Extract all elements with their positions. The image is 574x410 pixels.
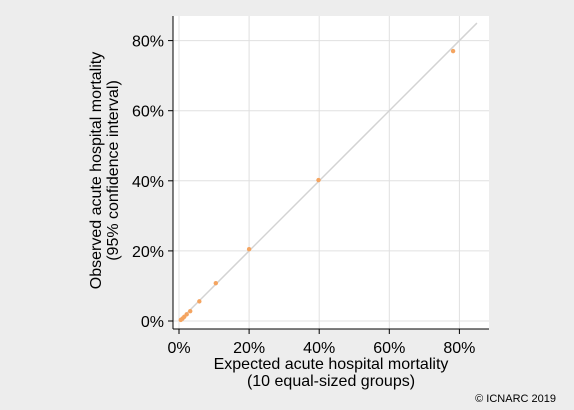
x-tick-label: 40%: [303, 340, 335, 357]
reference-line: [178, 22, 478, 322]
x-axis-ticks: 0% 20% 40% 60% 80%: [167, 329, 475, 357]
x-axis-title: Expected acute hospital mortality (10 equ…: [214, 356, 449, 390]
y-axis-title-line: Observed acute hospital mortality: [88, 52, 105, 289]
y-tick-label: 60%: [132, 104, 164, 121]
x-axis-title-line: Expected acute hospital mortality: [214, 356, 449, 373]
x-tick-label: 60%: [373, 340, 405, 357]
data-point: [184, 312, 189, 317]
data-point: [188, 308, 193, 314]
y-tick-label: 0%: [141, 314, 164, 331]
data-points: [178, 48, 456, 323]
y-tick-label: 20%: [132, 244, 164, 261]
y-axis-title: Observed acute hospital mortality(95% co…: [88, 52, 122, 289]
data-point: [316, 177, 321, 183]
data-point: [213, 280, 219, 286]
data-point: [246, 246, 252, 252]
grid-lines: [173, 16, 489, 329]
x-tick-label: 80%: [443, 340, 475, 357]
x-axis-title-line: (10 equal-sized groups): [247, 373, 415, 390]
x-tick-label: 20%: [233, 340, 265, 357]
y-tick-label: 40%: [132, 174, 164, 191]
y-axis-ticks: 0% 20% 40% 60% 80%: [132, 34, 173, 331]
data-point: [450, 48, 456, 54]
copyright-text: © ICNARC 2019: [475, 393, 556, 405]
y-tick-label: 80%: [132, 34, 164, 51]
x-tick-label: 0%: [167, 340, 190, 357]
y-axis-title-line: (95% confidence interval): [105, 80, 122, 261]
plot-area: [173, 16, 489, 329]
data-point: [197, 299, 202, 304]
